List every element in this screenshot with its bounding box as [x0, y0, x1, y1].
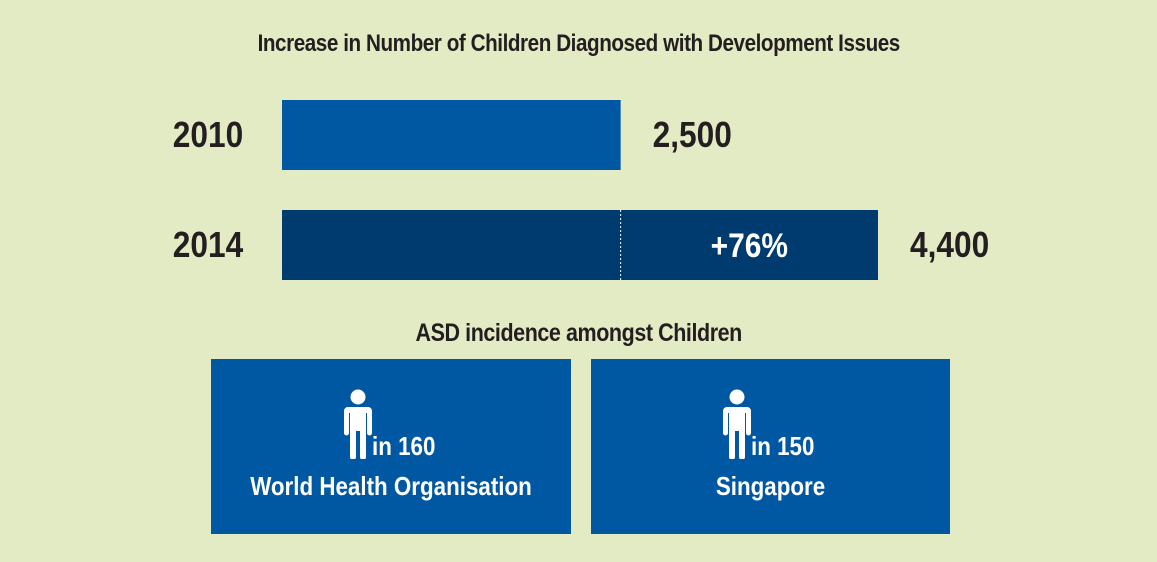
year-label-2014: 2014: [173, 225, 244, 265]
bar-2010: [282, 100, 621, 170]
asd-title: ASD incidence amongst Children: [415, 319, 743, 347]
asd-card-singapore: in 150 Singapore: [591, 359, 950, 534]
year-label-2010: 2010: [173, 115, 243, 155]
person-icon: [723, 389, 751, 459]
chart-title: Increase in Number of Children Diagnosed…: [257, 30, 901, 57]
value-label-2010: 2,500: [653, 115, 732, 155]
person-icon: [344, 389, 372, 459]
value-label-2014: 4,400: [910, 225, 989, 265]
asd-source-who: World Health Organisation: [250, 471, 532, 501]
asd-ratio-who: in 160: [372, 431, 436, 461]
asd-card-who: in 160 World Health Organisation: [211, 359, 571, 534]
asd-source-singapore: Singapore: [715, 471, 826, 501]
asd-ratio-singapore: in 150: [751, 431, 815, 461]
bar-chart: 2010 2,500 2014 4,400 +76%: [173, 100, 989, 280]
increase-label: +76%: [711, 226, 788, 264]
bar-2014: [282, 210, 878, 280]
